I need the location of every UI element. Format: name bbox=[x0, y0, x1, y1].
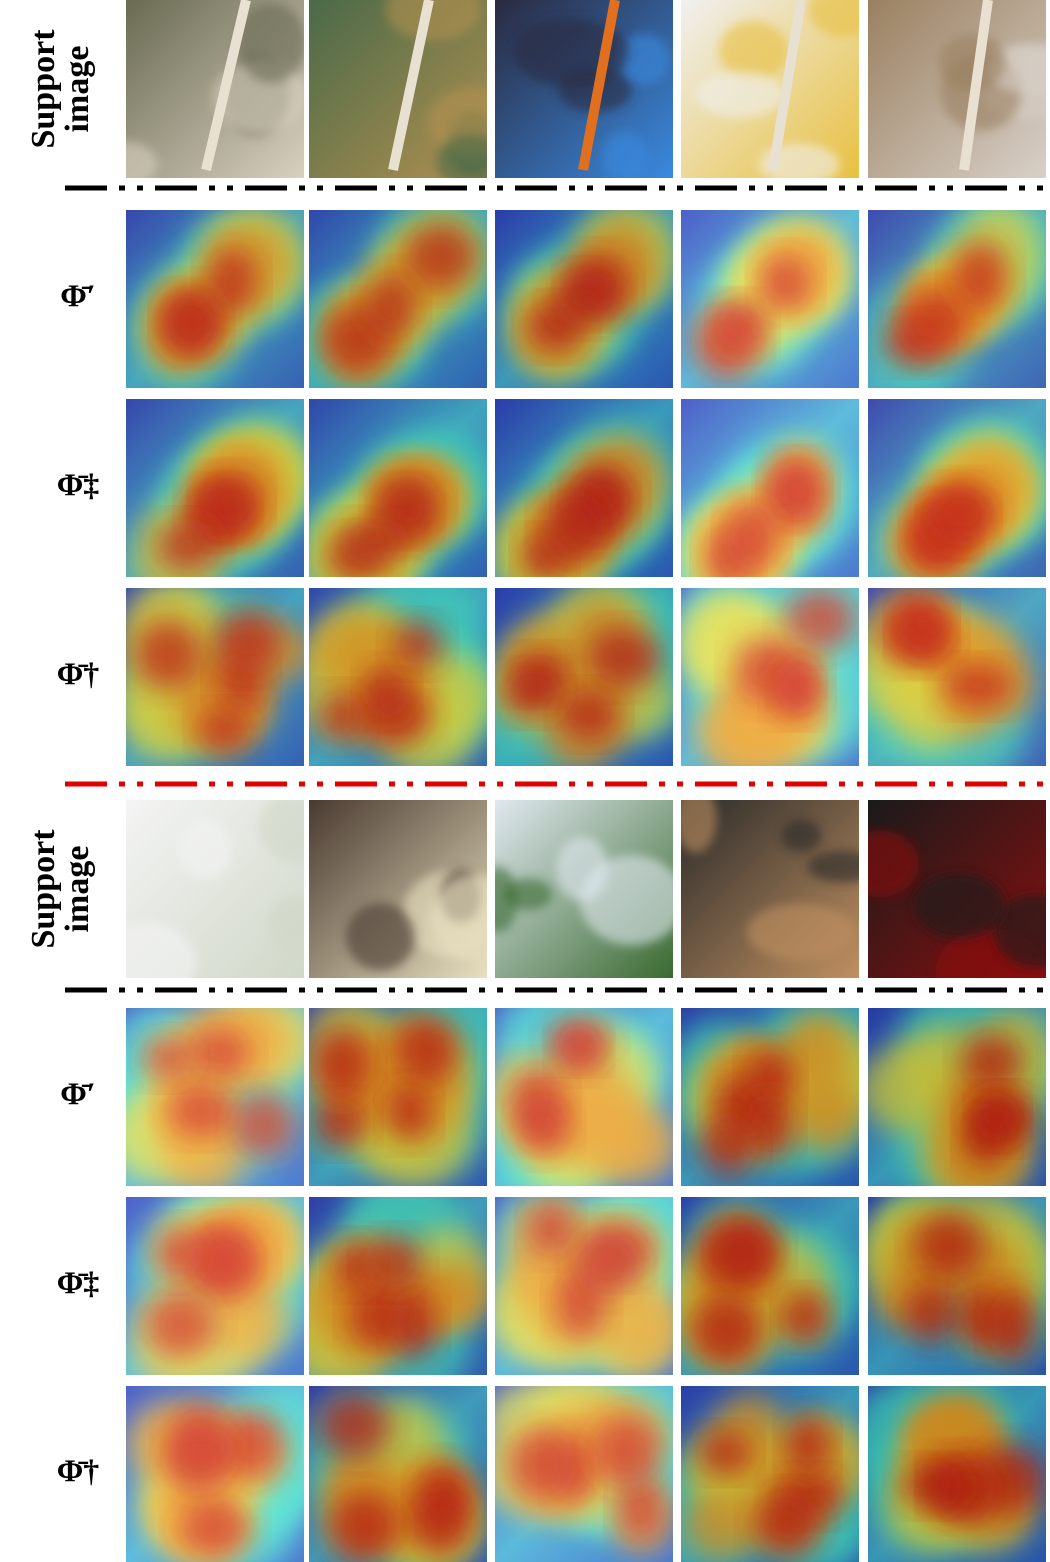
image-cell bbox=[484, 987, 680, 1205]
image-cell bbox=[495, 0, 673, 181]
image-cell bbox=[284, 980, 503, 1188]
image-cell bbox=[841, 800, 1050, 1016]
image-cell bbox=[288, 1171, 492, 1399]
row-label: image bbox=[59, 846, 96, 933]
image-cell bbox=[303, 1386, 487, 1562]
image-cell bbox=[463, 576, 695, 777]
row-label: image bbox=[59, 46, 96, 133]
image-cell bbox=[667, 1003, 881, 1186]
image-cell bbox=[94, 0, 307, 186]
image-cell bbox=[479, 1371, 690, 1562]
image-cell bbox=[126, 1175, 311, 1393]
image-cell bbox=[652, 1386, 873, 1562]
image-cell bbox=[849, 588, 1046, 783]
image-cell bbox=[674, 783, 877, 978]
image-cell bbox=[485, 1182, 700, 1378]
image-cell bbox=[675, 560, 877, 777]
image-cell bbox=[96, 997, 319, 1196]
image-cell bbox=[495, 202, 677, 388]
figure: SupportimageΦ̄′Φ̄‡Φ̄†SupportimageΦ̄′Φ̄‡Φ… bbox=[0, 0, 1050, 1562]
image-cell bbox=[477, 800, 684, 978]
image-cell bbox=[121, 579, 315, 766]
image-cell bbox=[868, 399, 1050, 592]
image-cell bbox=[859, 987, 1050, 1206]
row-label: Support bbox=[25, 829, 62, 949]
image-cell bbox=[664, 1196, 860, 1375]
image-cell bbox=[309, 0, 519, 188]
image-cell bbox=[126, 208, 306, 395]
image-cell bbox=[293, 559, 497, 778]
row-label: Φ̄‡ bbox=[57, 1264, 100, 1300]
image-cell bbox=[864, 195, 1050, 400]
image-cell bbox=[495, 399, 679, 606]
row-label: Φ̄‡ bbox=[57, 466, 100, 502]
row-label: Φ̄† bbox=[57, 1452, 100, 1488]
image-cell bbox=[292, 198, 494, 394]
image-cell bbox=[126, 1386, 330, 1562]
row-label: Φ̄′ bbox=[60, 1075, 96, 1111]
image-cell bbox=[848, 1364, 1046, 1562]
image-cell bbox=[102, 790, 340, 1003]
image-cell bbox=[681, 0, 877, 185]
image-cell bbox=[865, 1184, 1050, 1375]
image-cell bbox=[670, 399, 859, 616]
image-cell bbox=[126, 399, 318, 609]
image-cell bbox=[681, 210, 859, 388]
image-cell bbox=[868, 0, 1050, 178]
row-label: Support bbox=[25, 29, 62, 149]
image-cell bbox=[303, 399, 496, 610]
row-label: Φ̄† bbox=[57, 655, 100, 691]
row-label: Φ̄′ bbox=[60, 277, 96, 313]
